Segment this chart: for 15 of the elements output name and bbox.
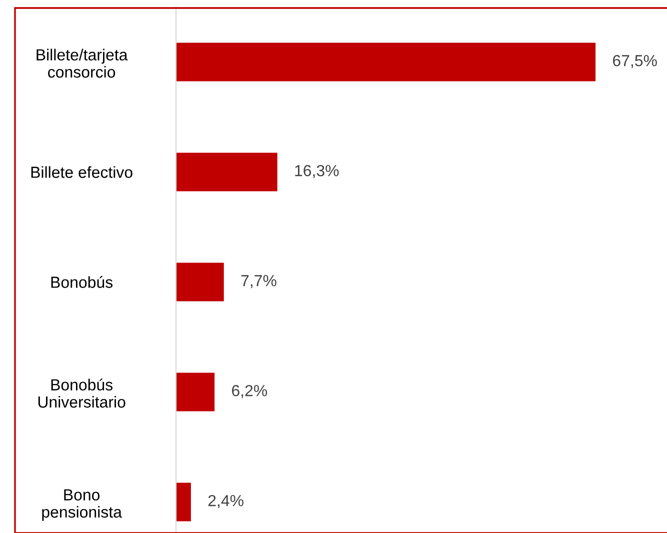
bar (176, 152, 278, 192)
bar (176, 42, 596, 82)
data-label: 67,5% (613, 54, 657, 68)
data-label: 7,7% (241, 275, 276, 288)
bar (176, 482, 191, 522)
y-tick-label: Billete efectivo (31, 166, 132, 178)
data-label: 6,2% (232, 384, 268, 398)
y-tick-label: Bono pensionista (42, 489, 122, 521)
bar (176, 372, 215, 412)
y-tick-label: Bonobús Universitario (38, 378, 126, 408)
data-label: 2,4% (208, 494, 244, 508)
bar (176, 262, 224, 302)
y-tick-label: Billete/tarjeta consorcio (36, 48, 128, 78)
data-label: 16,3% (295, 164, 339, 178)
y-tick-label: Bonobús (51, 276, 113, 288)
